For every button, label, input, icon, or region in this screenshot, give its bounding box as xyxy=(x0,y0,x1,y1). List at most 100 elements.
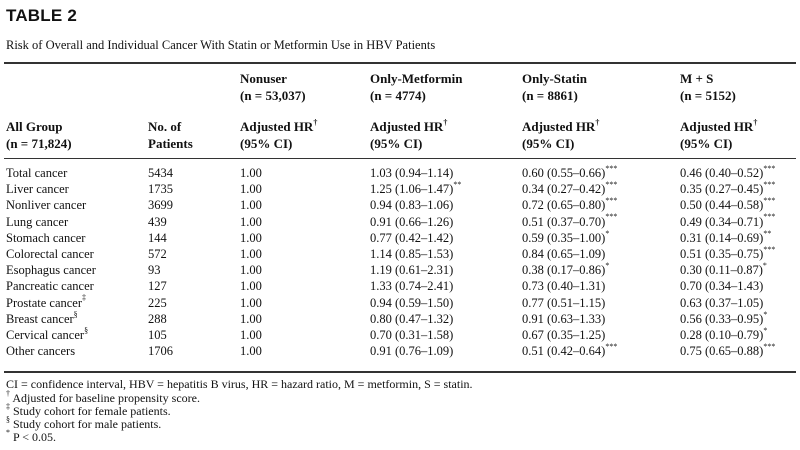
row-hr-ms: 0.56 (0.33–0.95)* xyxy=(680,309,768,326)
header-group-nonuser: Nonuser xyxy=(240,71,287,86)
significance-marker: *** xyxy=(605,196,618,206)
significance-marker: *** xyxy=(763,244,776,254)
header-ci-nonuser: (95% CI) xyxy=(240,136,293,151)
row-hr-statin: 0.67 (0.35–1.25) xyxy=(522,328,606,342)
significance-marker: *** xyxy=(763,196,776,206)
row-label: Liver cancer xyxy=(6,182,69,197)
row-hr-metformin: 1.33 (0.74–2.41) xyxy=(370,279,454,294)
footnote-marker: § xyxy=(84,325,89,335)
row-patients: 439 xyxy=(148,214,167,229)
footnote: CI = confidence interval, HBV = hepatiti… xyxy=(6,377,473,391)
row-hr-nonuser: 1.00 xyxy=(240,295,262,310)
row-hr-statin: 0.77 (0.51–1.15) xyxy=(522,295,606,310)
row-hr-nonuser: 1.00 xyxy=(240,166,262,180)
top-rule xyxy=(4,62,796,64)
header-ci-metformin: (95% CI) xyxy=(370,136,423,151)
row-patients: 288 xyxy=(148,311,167,326)
significance-marker: *** xyxy=(763,163,776,173)
row-label: Stomach cancer xyxy=(6,230,86,245)
header-group-ms: M + S xyxy=(680,71,714,86)
header-n-statin: (n = 8861) xyxy=(522,88,578,103)
footnote-marker: § xyxy=(6,415,10,424)
row-hr-statin: 0.73 (0.40–1.31) xyxy=(522,279,606,294)
significance-marker: *** xyxy=(605,342,618,352)
row-label: Other cancers xyxy=(6,344,76,359)
row-hr-ms: 0.35 (0.27–0.45)*** xyxy=(680,180,776,197)
row-hr-statin: 0.72 (0.65–0.80)*** xyxy=(522,196,618,213)
footnote-marker: ‡ xyxy=(6,402,10,411)
row-hr-metformin: 0.77 (0.42–1.42) xyxy=(370,230,454,245)
header-ci-ms: (95% CI) xyxy=(680,136,733,151)
row-patients: 105 xyxy=(148,328,167,342)
footnote: * P < 0.05. xyxy=(6,428,56,444)
header-hr-ms: Adjusted HR† xyxy=(680,117,758,134)
row-label: Prostate cancer‡ xyxy=(6,293,87,310)
row-hr-ms: 0.50 (0.44–0.58)*** xyxy=(680,196,776,213)
header-n-ms: (n = 5152) xyxy=(680,88,736,103)
row-label: Colorectal cancer xyxy=(6,247,94,261)
row-hr-nonuser: 1.00 xyxy=(240,279,262,294)
row-hr-statin: 0.59 (0.35–1.00)* xyxy=(522,228,610,245)
footnote: ‡ Study cohort for female patients. xyxy=(6,402,171,418)
row-hr-metformin: 1.25 (1.06–1.47)** xyxy=(370,180,462,197)
row-hr-ms: 0.46 (0.40–0.52)*** xyxy=(680,163,776,180)
row-hr-nonuser: 1.00 xyxy=(240,247,262,261)
row-hr-nonuser: 1.00 xyxy=(240,198,262,213)
row-patients: 572 xyxy=(148,247,167,261)
row-patients: 1735 xyxy=(148,182,173,197)
significance-marker: *** xyxy=(605,212,618,222)
row-patients: 1706 xyxy=(148,344,173,359)
row-label: Lung cancer xyxy=(6,214,69,229)
row-hr-metformin: 0.94 (0.83–1.06) xyxy=(370,198,454,213)
significance-marker: *** xyxy=(605,180,618,190)
footnote-marker: § xyxy=(73,309,78,319)
row-hr-ms: 0.28 (0.10–0.79)* xyxy=(680,325,768,342)
row-patients: 93 xyxy=(148,263,161,278)
row-hr-metformin: 0.94 (0.59–1.50) xyxy=(370,295,454,310)
row-hr-nonuser: 1.00 xyxy=(240,230,262,245)
row-hr-metformin: 0.91 (0.76–1.09) xyxy=(370,344,454,359)
row-hr-ms: 0.75 (0.65–0.88)*** xyxy=(680,342,776,359)
header-hr-statin: Adjusted HR† xyxy=(522,117,600,134)
row-hr-ms: 0.30 (0.11–0.87)* xyxy=(680,261,767,278)
significance-marker: ** xyxy=(453,180,462,190)
row-patients: 144 xyxy=(148,230,167,245)
row-hr-statin: 0.60 (0.55–0.66)*** xyxy=(522,163,618,180)
header-n-nonuser: (n = 53,037) xyxy=(240,88,306,103)
footnote-marker: ‡ xyxy=(82,293,87,303)
significance-marker: * xyxy=(605,228,610,238)
footnote: † Adjusted for baseline propensity score… xyxy=(6,389,200,405)
row-hr-statin: 0.84 (0.65–1.09) xyxy=(522,247,606,261)
footnote-marker: † xyxy=(6,389,10,398)
row-label: Total cancer xyxy=(6,166,68,180)
row-hr-metformin: 0.91 (0.66–1.26) xyxy=(370,214,454,229)
significance-marker: * xyxy=(762,261,767,271)
significance-marker: * xyxy=(605,261,610,271)
row-patients: 3699 xyxy=(148,198,173,213)
significance-marker: * xyxy=(763,309,768,319)
row-hr-metformin: 0.80 (0.47–1.32) xyxy=(370,311,454,326)
header-hr-metformin: Adjusted HR† xyxy=(370,117,448,134)
row-hr-metformin: 1.14 (0.85–1.53) xyxy=(370,247,454,261)
row-patients: 225 xyxy=(148,295,167,310)
row-patients: 5434 xyxy=(148,166,173,180)
row-hr-nonuser: 1.00 xyxy=(240,344,262,359)
footnote: § Study cohort for male patients. xyxy=(6,415,162,431)
significance-marker: ** xyxy=(763,228,772,238)
significance-marker: * xyxy=(763,325,768,335)
table-caption: Risk of Overall and Individual Cancer Wi… xyxy=(6,38,436,52)
row-hr-metformin: 1.19 (0.61–2.31) xyxy=(370,263,454,278)
header-all-group: All Group xyxy=(6,119,63,134)
row-hr-metformin: 1.03 (0.94–1.14) xyxy=(370,166,454,180)
row-hr-nonuser: 1.00 xyxy=(240,311,262,326)
row-label: Esophagus cancer xyxy=(6,263,96,278)
header-group-statin: Only-Statin xyxy=(522,71,588,86)
header-n-metformin: (n = 4774) xyxy=(370,88,426,103)
footnote-marker: * xyxy=(6,428,10,437)
significance-marker: *** xyxy=(763,180,776,190)
row-hr-statin: 0.34 (0.27–0.42)*** xyxy=(522,180,618,197)
header-patients: No. of xyxy=(148,119,182,134)
row-hr-ms: 0.51 (0.35–0.75)*** xyxy=(680,244,776,261)
row-hr-statin: 0.51 (0.42–0.64)*** xyxy=(522,342,618,359)
header-hr-nonuser: Adjusted HR† xyxy=(240,117,318,134)
